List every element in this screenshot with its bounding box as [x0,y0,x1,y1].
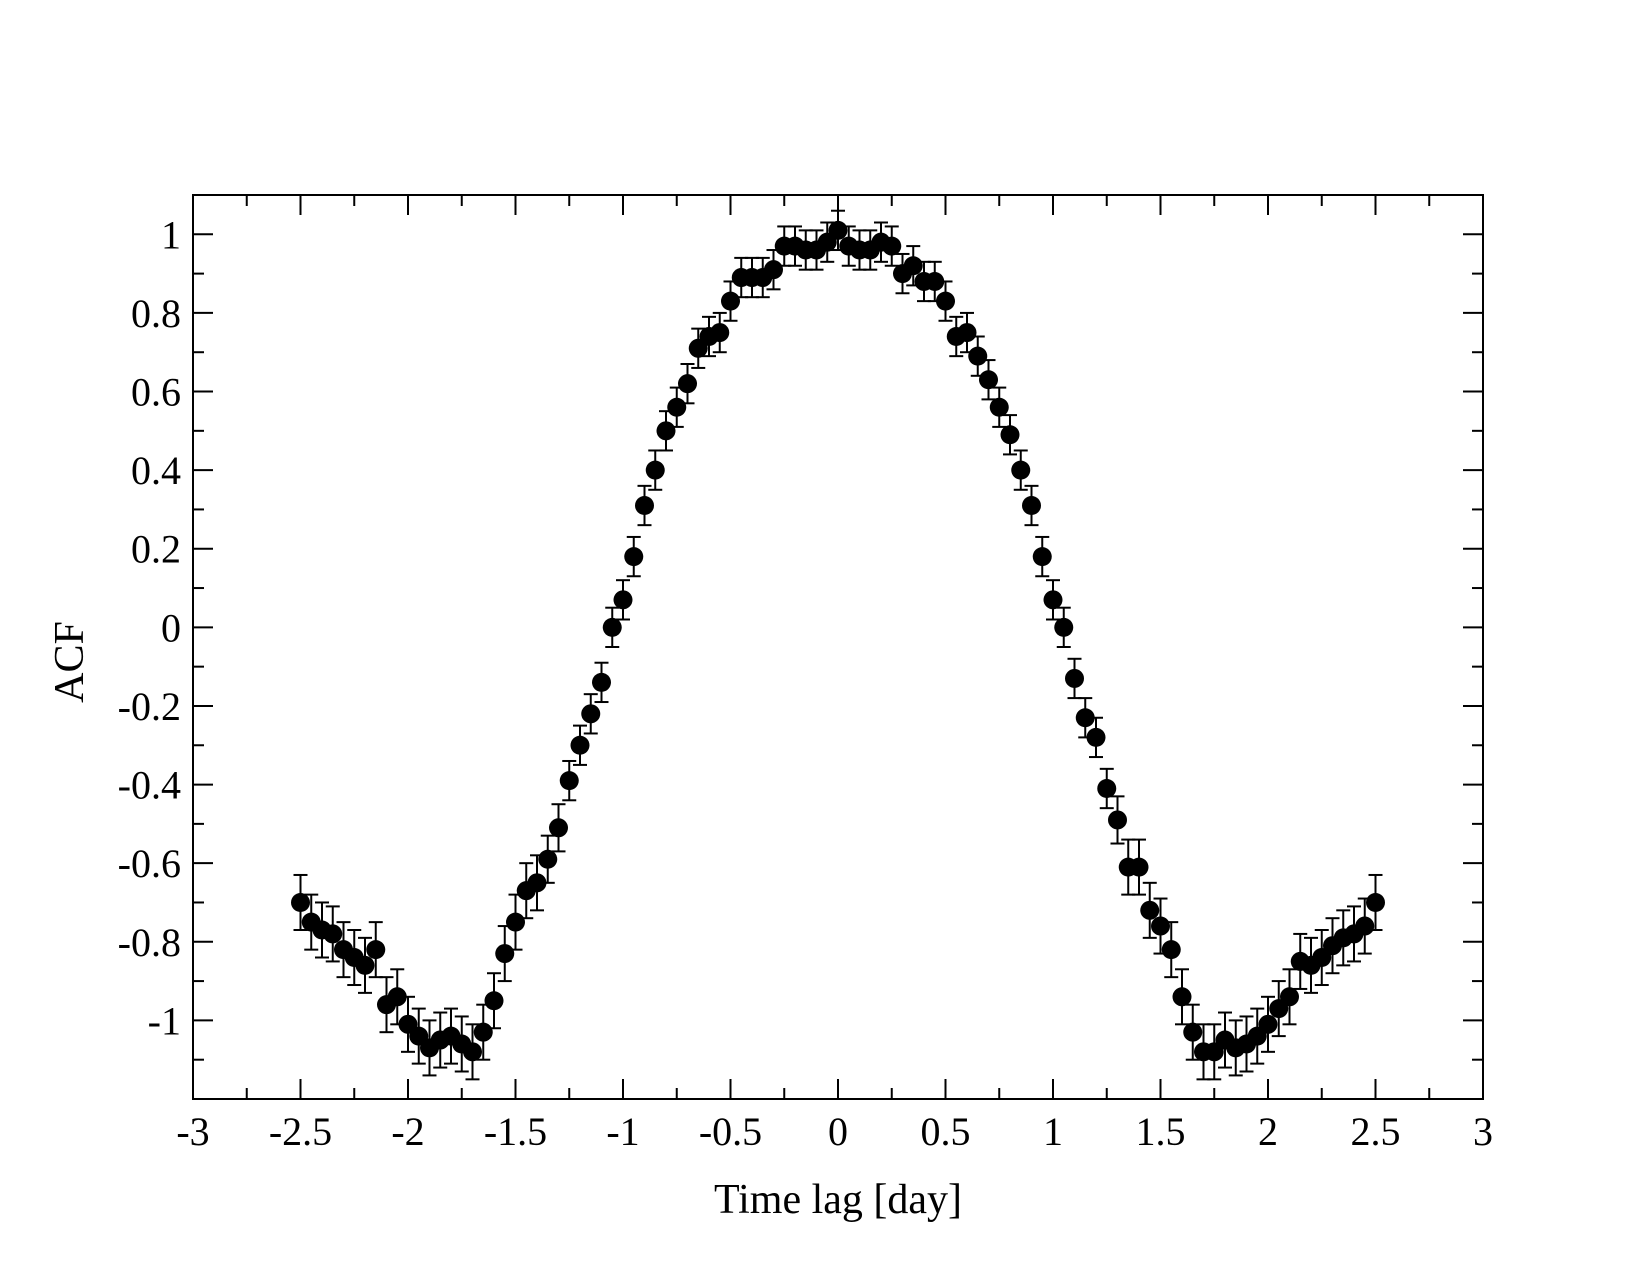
data-point [1161,940,1181,960]
data-point [1108,810,1127,830]
data-point [366,940,386,960]
data-point [635,496,654,516]
x-tick-label: 3 [1473,1109,1493,1154]
x-tick-label: 1.5 [1136,1109,1186,1154]
data-point [710,323,730,343]
data-point [1011,460,1031,480]
data-point [538,849,558,869]
data-point [1172,987,1192,1007]
data-point [667,397,687,417]
data-point [721,291,740,311]
data-point [1258,1014,1278,1034]
data-point [506,912,525,932]
x-tick-label: -1 [606,1109,639,1154]
data-point [387,987,407,1007]
y-tick-label: -0.6 [118,841,181,886]
y-tick-label: -0.8 [118,920,181,965]
y-tick-label: 0 [161,605,181,650]
y-tick-label: -1 [148,998,181,1043]
data-point [979,370,998,390]
data-point [1086,727,1106,747]
data-point [936,291,955,311]
x-axis-label: Time lag [day] [714,1177,962,1223]
data-point [1032,547,1052,567]
data-point [484,991,504,1011]
error-bars [293,209,1383,1081]
data-point [903,256,923,276]
x-tick-label: 0.5 [921,1109,971,1154]
data-point [1183,1022,1203,1042]
x-tick-label: -0.5 [699,1109,762,1154]
data-point [656,421,676,441]
data-point [828,220,848,240]
x-tick-label: 2 [1258,1109,1278,1154]
x-tick-label: -1.5 [484,1109,547,1154]
data-point [549,818,568,838]
data-point [1366,892,1385,912]
data-point [882,236,902,256]
x-tick-labels: -3 -2.5 -2 -1.5 -1 -0.5 0 0.5 1 1.5 2 2.5 3 [176,1109,1493,1154]
data-point [1043,590,1063,610]
y-tick-label: -0.2 [118,684,181,729]
x-tick-label: -3 [176,1109,209,1154]
data-point [1065,668,1084,688]
data-point [624,547,644,567]
data-point [989,397,1009,417]
data-point [473,1022,493,1042]
data-point [968,346,988,366]
y-tick-label: 0.4 [131,448,181,493]
axis-ticks [192,195,1484,1099]
data-point [570,735,590,755]
data-point [291,892,310,912]
data-point [1022,496,1041,516]
x-tick-label: 2.5 [1351,1109,1401,1154]
data-point [581,704,601,724]
data-point [1075,708,1095,728]
data-point [678,374,697,394]
data-point [602,617,622,637]
data-point [559,771,579,791]
y-tick-label: -0.4 [118,763,181,808]
x-tick-label: 0 [828,1109,848,1154]
y-tick-label: 0.8 [131,291,181,336]
x-tick-label: -2 [391,1109,424,1154]
data-point [355,955,375,975]
y-tick-label: 1 [161,212,181,257]
data-point [925,271,945,291]
data-point [463,1042,482,1062]
y-axis-label: ACF [47,621,93,703]
data-point [957,323,977,343]
y-tick-label: 0.6 [131,370,181,415]
data-point [527,873,547,893]
data-point [1129,857,1149,877]
x-tick-label: 1 [1043,1109,1063,1154]
data-point [613,590,633,610]
data-point [1097,778,1117,798]
plot-frame [192,194,1484,1100]
data-point [1280,987,1299,1007]
y-tick-labels: -1 -0.8 -0.6 -0.4 -0.2 0 0.2 0.4 0.6 0.8 1 [118,212,181,1043]
x-tick-label: -2.5 [269,1109,332,1154]
data-point [1151,916,1170,936]
data-point [495,944,515,964]
data-points [291,220,1385,1062]
data-point [1140,900,1160,920]
data-point [1054,617,1074,637]
data-point [645,460,665,480]
data-point [592,672,611,692]
y-tick-label: 0.2 [131,527,181,572]
data-point [764,260,783,280]
data-point [1000,425,1020,445]
data-point [1355,916,1375,936]
data-point [323,924,343,944]
